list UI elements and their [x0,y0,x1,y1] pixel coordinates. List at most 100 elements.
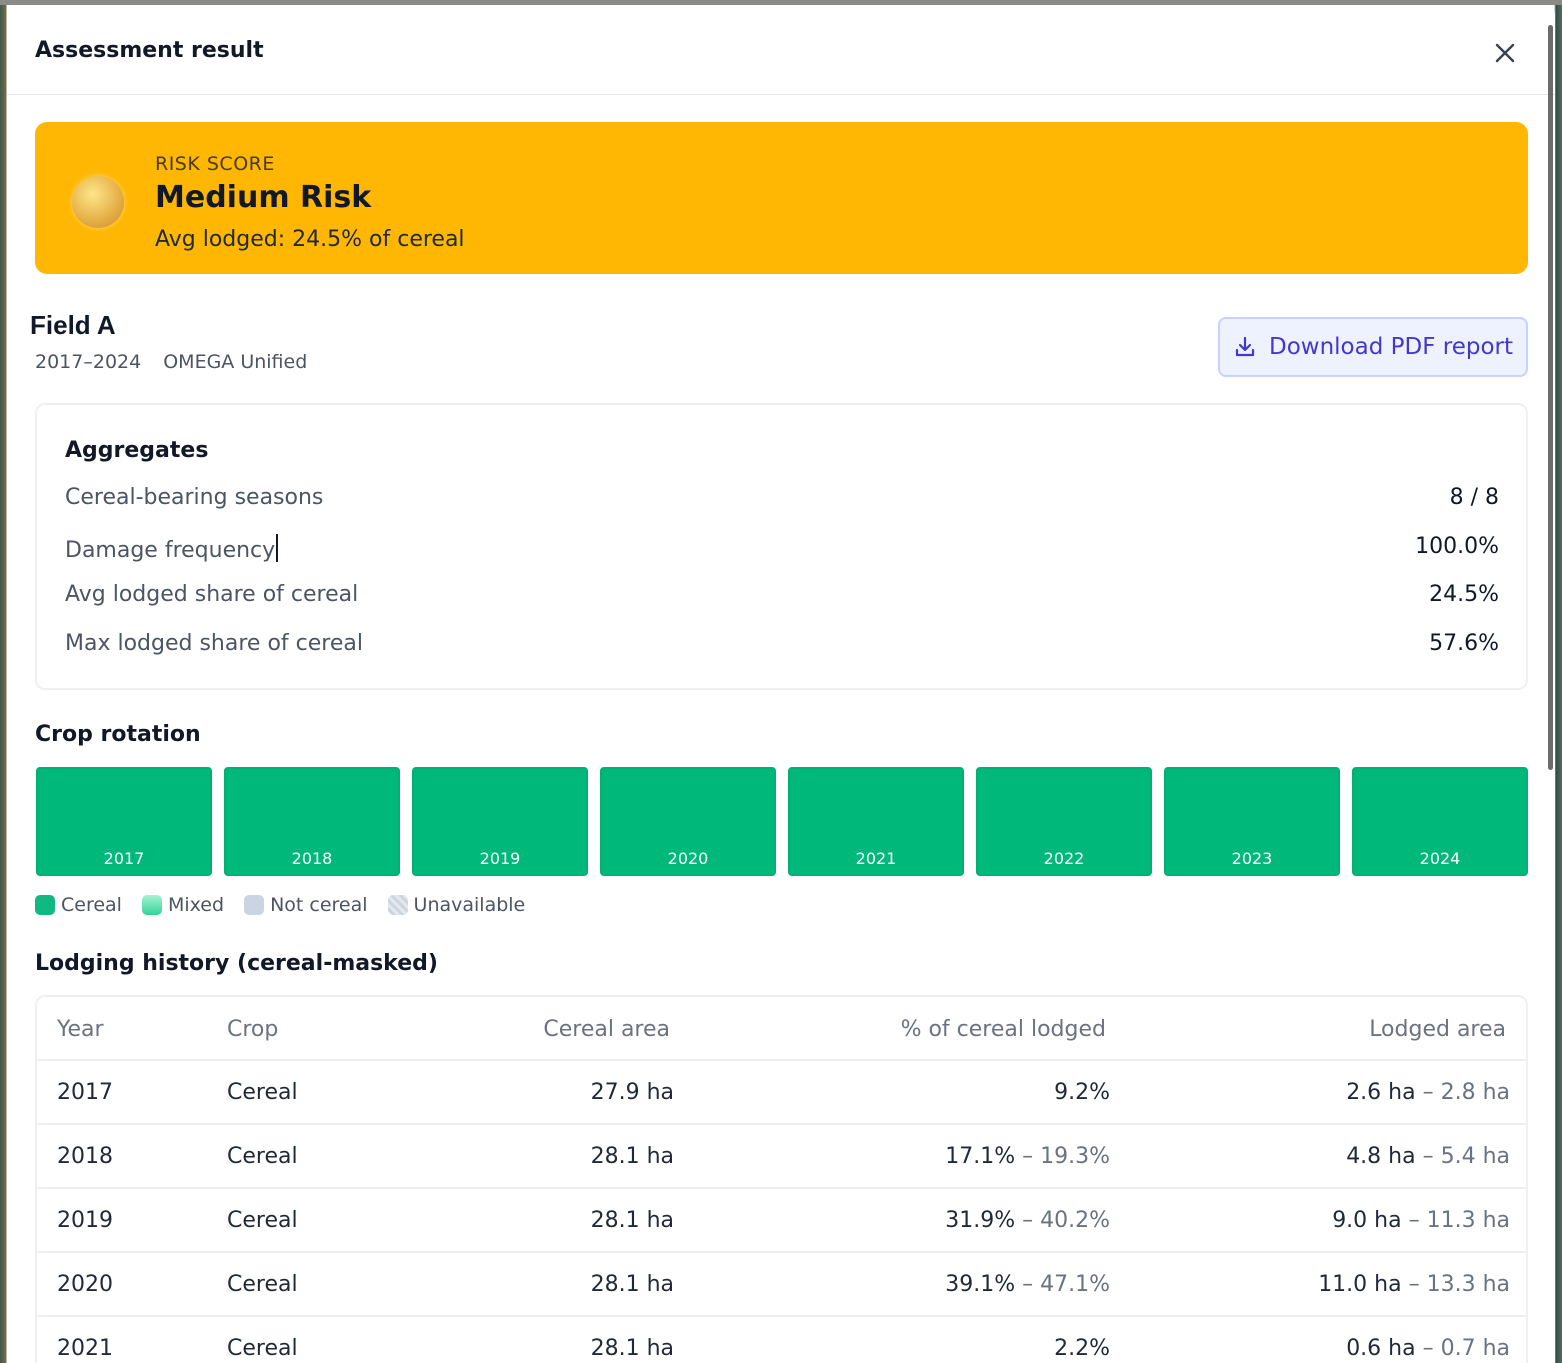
range-separator: – [1401,1272,1427,1297]
pct-high: 47.1% [1040,1272,1110,1297]
lodging-history-title: Lodging history (cereal-masked) [35,951,438,976]
cell-pct-lodged: 2.2% [1054,1336,1110,1361]
cell-lodged-area: 11.0 ha – 13.3 ha [1318,1272,1510,1297]
cell-lodged-area: 9.0 ha – 11.3 ha [1332,1208,1510,1233]
lodged-high: 2.8 ha [1440,1080,1510,1105]
lodged-high: 5.4 ha [1440,1144,1510,1169]
season-year: 2023 [1231,849,1273,868]
season-block[interactable]: 2017 [36,767,212,876]
risk-orb-icon [72,176,124,228]
scrollbar[interactable] [1548,25,1553,770]
cell-year: 2021 [57,1336,113,1361]
season-year: 2017 [103,849,145,868]
aggregate-label: Damage frequency [65,538,276,563]
aggregates-title: Aggregates [65,438,209,463]
crop-rotation-strip: 2017 2018 2019 2020 2021 2022 2023 2024 [36,767,1528,877]
lodged-low: 4.8 ha [1346,1144,1416,1169]
season-year: 2024 [1419,849,1461,868]
lodged-low: 2.6 ha [1346,1080,1416,1105]
column-header-year: Year [57,1017,104,1042]
legend-item-mixed: Mixed [141,894,225,916]
column-header-crop: Crop [227,1017,279,1042]
legend-label: Cereal [61,894,122,916]
pct-low: 17.1% [945,1144,1016,1169]
column-header-lodged-area: Lodged area [1369,1017,1506,1042]
cell-crop: Cereal [227,1272,298,1297]
lodged-low: 9.0 ha [1332,1208,1402,1233]
table-row: 2020 Cereal 28.1 ha 39.1% – 47.1% 11.0 h… [37,1251,1526,1315]
download-label: Download PDF report [1268,334,1513,360]
lodging-history-table: Year Crop Cereal area % of cereal lodged… [35,995,1528,1363]
column-header-cereal-area: Cereal area [543,1017,670,1042]
table-row: 2018 Cereal 28.1 ha 17.1% – 19.3% 4.8 ha… [37,1123,1526,1187]
risk-level: Medium Risk [155,180,372,215]
text-caret [276,534,279,562]
download-pdf-button[interactable]: Download PDF report [1218,317,1528,377]
risk-score-card: RISK SCORE Medium Risk Avg lodged: 24.5%… [35,122,1528,274]
cell-year: 2019 [57,1208,113,1233]
season-block[interactable]: 2023 [1164,767,1340,876]
pct-low: 2.2% [1054,1336,1110,1361]
close-button[interactable] [1487,35,1523,71]
aggregate-label: Max lodged share of cereal [65,631,363,656]
legend-item-cereal: Cereal [35,894,122,916]
field-name: Field A [30,310,116,340]
cell-crop: Cereal [227,1144,298,1169]
season-year: 2021 [855,849,897,868]
lodged-low: 0.6 ha [1346,1336,1416,1361]
field-model: OMEGA Unified [163,351,308,373]
aggregate-row: Max lodged share of cereal 57.6% [65,631,1499,661]
legend-label: Unavailable [413,894,526,916]
cell-lodged-area: 4.8 ha – 5.4 ha [1346,1144,1510,1169]
field-meta: 2017–2024 OMEGA Unified [35,351,307,373]
season-block[interactable]: 2019 [412,767,588,876]
field-period: 2017–2024 [35,351,142,373]
table-row: 2019 Cereal 28.1 ha 31.9% – 40.2% 9.0 ha… [37,1187,1526,1251]
legend-label: Not cereal [270,894,368,916]
not-cereal-swatch-icon [244,895,265,915]
season-block[interactable]: 2020 [600,767,776,876]
modal-title: Assessment result [35,38,264,63]
range-separator: – [1415,1080,1441,1105]
cell-pct-lodged: 31.9% – 40.2% [945,1208,1110,1233]
aggregate-value: 24.5% [1429,582,1499,607]
aggregate-row: Avg lodged share of cereal 24.5% [65,582,1499,612]
cell-crop: Cereal [227,1336,298,1361]
cell-crop: Cereal [227,1080,298,1105]
risk-detail: Avg lodged: 24.5% of cereal [155,227,465,252]
pct-high: 40.2% [1040,1208,1110,1233]
lodged-high: 11.3 ha [1426,1208,1510,1233]
cell-year: 2020 [57,1272,113,1297]
cell-cereal-area: 28.1 ha [590,1272,674,1297]
legend-label: Mixed [167,894,225,916]
pct-low: 9.2% [1054,1080,1110,1105]
cell-year: 2017 [57,1080,113,1105]
range-separator: – [1015,1144,1041,1169]
season-block[interactable]: 2022 [976,767,1152,876]
table-row: 2021 Cereal 28.1 ha 2.2% 0.6 ha – 0.7 ha [37,1315,1526,1363]
range-separator: – [1015,1208,1041,1233]
range-separator: – [1415,1144,1441,1169]
download-icon [1235,336,1255,357]
cell-crop: Cereal [227,1208,298,1233]
season-block[interactable]: 2021 [788,767,964,876]
cell-cereal-area: 28.1 ha [590,1336,674,1361]
cell-lodged-area: 0.6 ha – 0.7 ha [1346,1336,1510,1361]
unavailable-swatch-icon [387,895,408,915]
season-block[interactable]: 2018 [224,767,400,876]
close-icon [1495,43,1515,63]
range-separator: – [1415,1336,1441,1361]
season-block[interactable]: 2024 [1352,767,1528,876]
assessment-modal: Assessment result RISK SCORE Medium Risk… [7,5,1555,1363]
season-year: 2018 [291,849,333,868]
aggregate-label-wrap: Damage frequency [65,534,279,563]
lodged-high: 13.3 ha [1426,1272,1510,1297]
pct-low: 39.1% [945,1272,1016,1297]
cell-cereal-area: 28.1 ha [590,1144,674,1169]
cell-cereal-area: 28.1 ha [590,1208,674,1233]
legend-item-not-cereal: Not cereal [244,894,368,916]
aggregate-value: 100.0% [1415,534,1499,559]
cell-pct-lodged: 39.1% – 47.1% [945,1272,1110,1297]
lodged-low: 11.0 ha [1318,1272,1402,1297]
cell-pct-lodged: 17.1% – 19.3% [945,1144,1110,1169]
